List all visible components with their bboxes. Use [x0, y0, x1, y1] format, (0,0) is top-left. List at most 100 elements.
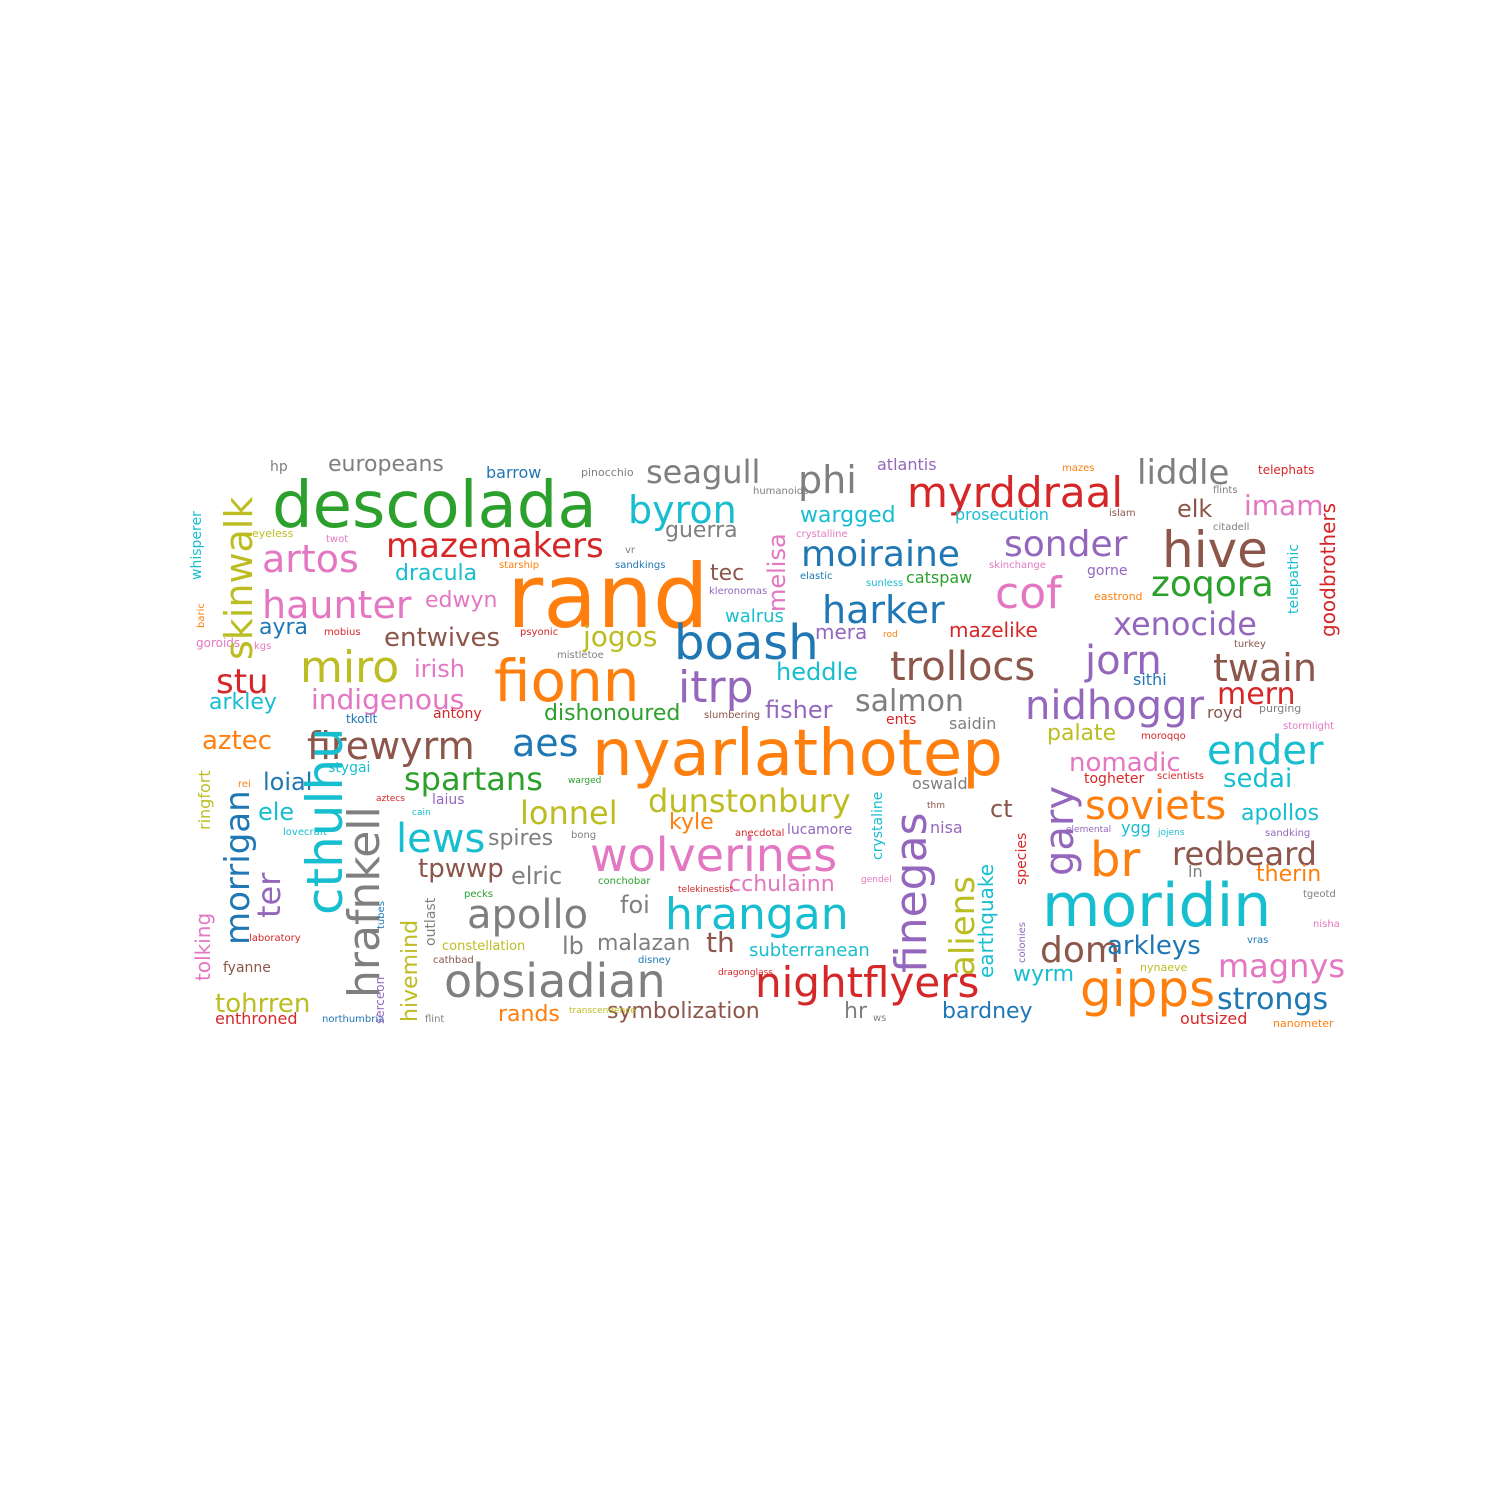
- word-haunter: haunter: [262, 583, 412, 627]
- word-kgs: goroids: [196, 636, 241, 650]
- word-royd: royd: [1207, 703, 1243, 722]
- word-firewyrm: firewyrm: [307, 724, 475, 768]
- word-dom: dom: [1040, 930, 1120, 971]
- word-purging: slumbering: [704, 710, 761, 721]
- word-northumbria: flint: [425, 1014, 445, 1025]
- word-stormlight: purging: [1259, 702, 1302, 715]
- word-rod: sunless: [866, 578, 904, 589]
- word-warged: togheter: [1084, 771, 1145, 787]
- word-whisperer: whisperer: [189, 511, 205, 580]
- word-obsiadian: obsiadian: [444, 954, 666, 1008]
- word-outsized: outsized: [1180, 1009, 1248, 1028]
- word-thm: anecdotal: [735, 828, 785, 839]
- word-hive: hive: [1162, 521, 1268, 579]
- word-nanometer: ws: [873, 1013, 887, 1024]
- word-flint: transcendence: [569, 1006, 636, 1016]
- word-ender: ender: [1207, 728, 1324, 774]
- word-walrus: walrus: [725, 606, 784, 627]
- word-saidin: saidin: [949, 714, 997, 733]
- word-jorn: jorn: [1085, 638, 1162, 684]
- word-tohrren: tohrren: [215, 989, 311, 1019]
- word-nisha: tgeotd: [1303, 889, 1336, 900]
- word-irish: irish: [414, 655, 465, 683]
- word-fionn: fionn: [494, 647, 640, 715]
- word-antony: antony: [433, 706, 482, 722]
- word-stygai: stygai: [328, 760, 371, 776]
- word-melisa: melisa: [763, 533, 791, 612]
- word-elastic: kleronomas: [709, 586, 768, 597]
- word-europeans: europeans: [328, 452, 444, 477]
- word-ln: ln: [1188, 862, 1203, 881]
- word-wolverines: wolverines: [590, 828, 838, 882]
- word-eastrond: skinchange: [989, 560, 1046, 571]
- word-humanoids: citadell: [1213, 522, 1250, 533]
- word-symbolization: symbolization: [607, 999, 760, 1024]
- word-mazes: telephats: [1258, 463, 1315, 477]
- word-bardney: bardney: [942, 999, 1033, 1024]
- word-kyle: kyle: [669, 810, 714, 835]
- word-sunless: elastic: [800, 571, 833, 582]
- word-slumbering: mistletoe: [557, 650, 604, 661]
- word-hrangan: hrangan: [665, 889, 849, 940]
- word-aes: aes: [512, 721, 579, 765]
- word-tkotlt: tkotlt: [346, 712, 378, 726]
- word-jogos: jogos: [583, 620, 658, 653]
- word-hr: hr: [844, 999, 867, 1024]
- word-sithi: sithi: [1133, 670, 1167, 689]
- word-hp: hp: [270, 459, 288, 475]
- word-gendel: telekinestist: [678, 885, 733, 895]
- word-harker: harker: [822, 588, 945, 632]
- word-baric: turkey: [1234, 639, 1266, 650]
- word-wyrm: wyrm: [1013, 962, 1075, 987]
- word-telephats: pinocchio: [581, 466, 634, 479]
- word-boash: boash: [674, 615, 819, 671]
- word-catspaw: catspaw: [906, 568, 973, 587]
- word-telekinestist: conchobar: [598, 876, 651, 887]
- word-arkleys: arkleys: [1107, 931, 1201, 961]
- word-loial: loial: [263, 768, 313, 796]
- word-finegas: finegas: [886, 812, 937, 974]
- word-twain: twain: [1213, 646, 1317, 690]
- word-tec: tec: [710, 561, 745, 586]
- word-gipps: gipps: [1080, 960, 1216, 1018]
- word-rei: lovecraft: [283, 827, 327, 838]
- word-dunstonbury: dunstonbury: [648, 782, 851, 820]
- word-fisher: fisher: [765, 696, 833, 724]
- word-lb: lb: [562, 932, 584, 960]
- word-entwives: entwives: [384, 623, 501, 653]
- word-dishonoured: dishonoured: [544, 701, 681, 726]
- word-telepathic: telepathic: [1286, 543, 1302, 614]
- word-artos: artos: [262, 537, 359, 581]
- word-gorne: gorne: [1087, 563, 1128, 579]
- word-soviets: soviets: [1085, 783, 1227, 829]
- word-dracula: dracula: [395, 561, 478, 586]
- word-salmon: salmon: [855, 684, 964, 719]
- word-ter: ter: [250, 872, 288, 918]
- word-turkey: eastrond: [1094, 590, 1143, 603]
- word-vr: flints: [1213, 485, 1238, 496]
- word-tgeotd: gendel: [861, 875, 892, 885]
- word-mobius: kgs: [254, 641, 272, 652]
- word-mazelike: mazelike: [949, 618, 1038, 642]
- word-species: species: [1014, 832, 1030, 885]
- word-flints: crystalline: [796, 529, 848, 540]
- word-nomadic: nomadic: [1069, 748, 1181, 778]
- word-arkley: arkley: [209, 690, 277, 715]
- word-br: br: [1090, 832, 1141, 888]
- word-palate: palate: [1047, 721, 1117, 746]
- word-lonnel: lonnel: [520, 794, 618, 832]
- word-aztecs: warged: [568, 776, 602, 786]
- word-bong: cain: [412, 808, 431, 818]
- word-phi: phi: [798, 458, 857, 502]
- word-elemental: thm: [927, 801, 945, 811]
- word-stu: stu: [216, 662, 269, 702]
- word-scientists: moroqqo: [1141, 731, 1186, 742]
- word-constellation: constellation: [442, 939, 526, 954]
- word-aztec: aztec: [202, 726, 273, 756]
- word-outlast: laboratory: [249, 933, 301, 944]
- word-spartans: spartans: [404, 760, 543, 798]
- word-ws: serceon: [373, 976, 387, 1024]
- word-hivemind: hivemind: [398, 919, 423, 1022]
- word-togheter: scientists: [1157, 771, 1205, 782]
